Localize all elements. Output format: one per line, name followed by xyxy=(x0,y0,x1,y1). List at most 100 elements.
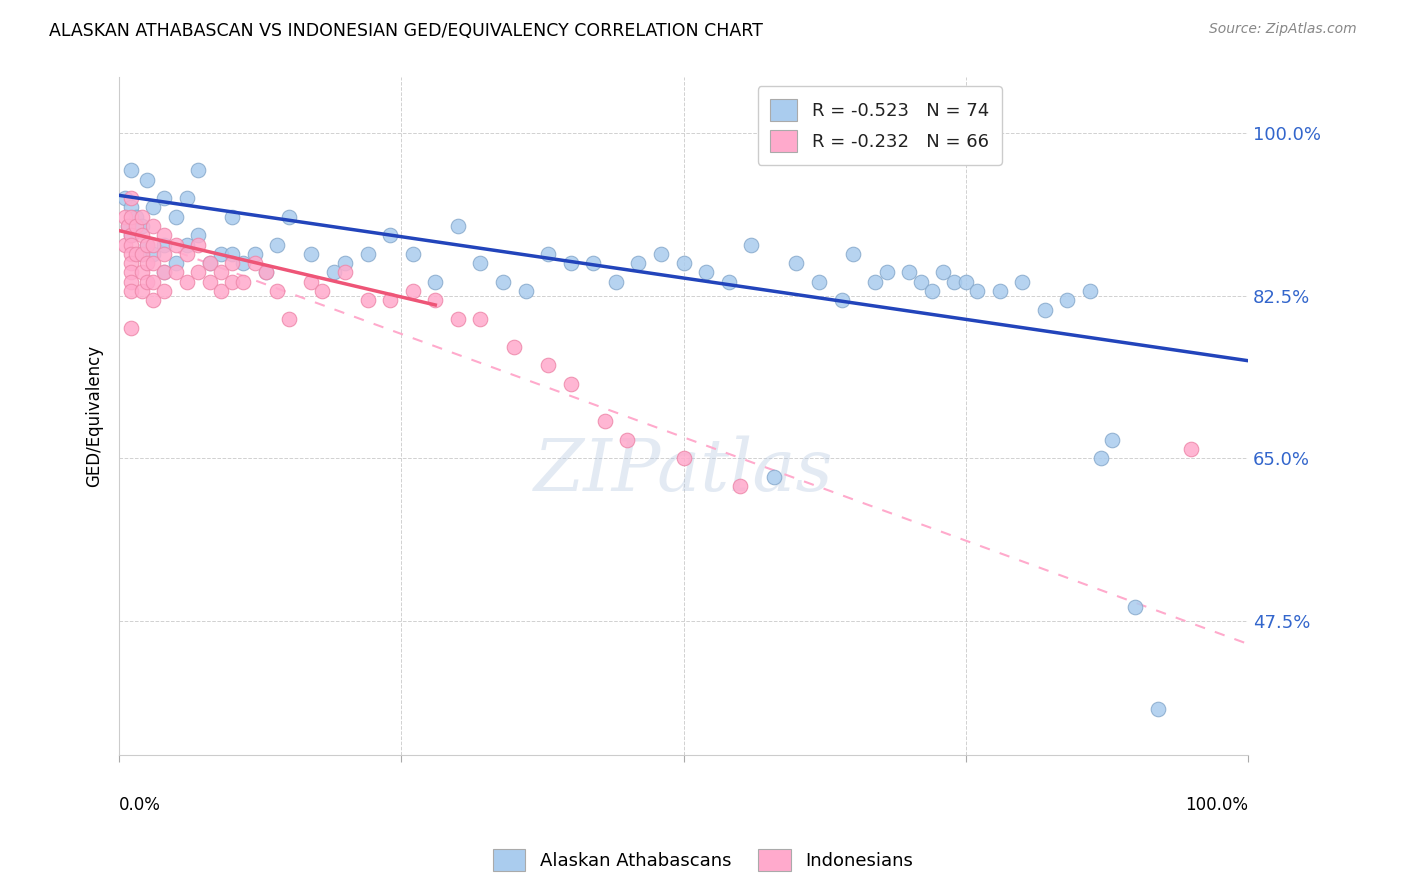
Point xyxy=(176,275,198,289)
Point xyxy=(117,219,139,233)
Point xyxy=(142,247,165,261)
Point xyxy=(254,265,277,279)
Point xyxy=(616,433,638,447)
Point xyxy=(1056,293,1078,308)
Point xyxy=(114,191,136,205)
Point xyxy=(153,265,176,279)
Point xyxy=(131,284,153,298)
Point xyxy=(537,359,560,373)
Point xyxy=(131,228,153,243)
Point xyxy=(176,237,198,252)
Point xyxy=(120,275,142,289)
Point xyxy=(153,228,176,243)
Point xyxy=(232,256,254,270)
Point xyxy=(120,163,142,178)
Point xyxy=(605,275,627,289)
Point xyxy=(232,275,254,289)
Point xyxy=(136,237,159,252)
Text: 0.0%: 0.0% xyxy=(120,796,162,814)
Point xyxy=(593,414,616,428)
Point xyxy=(131,210,153,224)
Point xyxy=(254,265,277,279)
Point xyxy=(299,247,322,261)
Point xyxy=(425,293,447,308)
Point xyxy=(876,265,898,279)
Point xyxy=(136,256,159,270)
Point xyxy=(114,210,136,224)
Point xyxy=(470,311,492,326)
Point xyxy=(120,256,142,270)
Point xyxy=(120,228,142,243)
Point xyxy=(402,284,425,298)
Text: Source: ZipAtlas.com: Source: ZipAtlas.com xyxy=(1209,22,1357,37)
Point xyxy=(277,210,299,224)
Point xyxy=(221,210,243,224)
Point xyxy=(378,293,401,308)
Point xyxy=(378,228,401,243)
Point xyxy=(560,256,582,270)
Point xyxy=(717,275,740,289)
Point xyxy=(322,265,344,279)
Point xyxy=(807,275,830,289)
Point xyxy=(728,479,751,493)
Point xyxy=(131,265,153,279)
Point xyxy=(142,256,165,270)
Point xyxy=(125,247,148,261)
Point xyxy=(955,275,977,289)
Point xyxy=(142,219,165,233)
Point xyxy=(209,247,232,261)
Point xyxy=(785,256,807,270)
Point xyxy=(740,237,762,252)
Point xyxy=(695,265,717,279)
Point xyxy=(277,311,299,326)
Point xyxy=(560,376,582,391)
Point xyxy=(1078,284,1101,298)
Point xyxy=(627,256,650,270)
Point xyxy=(333,265,356,279)
Point xyxy=(1123,599,1146,614)
Point xyxy=(1101,433,1123,447)
Point xyxy=(136,172,159,186)
Point xyxy=(136,237,159,252)
Y-axis label: GED/Equivalency: GED/Equivalency xyxy=(86,345,103,487)
Point xyxy=(142,237,165,252)
Point xyxy=(311,284,333,298)
Point xyxy=(492,275,515,289)
Point xyxy=(198,256,221,270)
Point xyxy=(470,256,492,270)
Point xyxy=(187,265,209,279)
Point xyxy=(1011,275,1033,289)
Point xyxy=(1090,451,1112,466)
Point xyxy=(165,210,187,224)
Point xyxy=(153,237,176,252)
Point xyxy=(221,247,243,261)
Point xyxy=(120,284,142,298)
Point xyxy=(165,256,187,270)
Point xyxy=(243,247,266,261)
Point xyxy=(198,256,221,270)
Point xyxy=(120,321,142,335)
Text: 100.0%: 100.0% xyxy=(1185,796,1249,814)
Point xyxy=(582,256,605,270)
Point xyxy=(299,275,322,289)
Point xyxy=(120,228,142,243)
Point xyxy=(447,311,470,326)
Point xyxy=(131,247,153,261)
Point xyxy=(120,191,142,205)
Point xyxy=(1033,302,1056,317)
Point xyxy=(187,228,209,243)
Point xyxy=(921,284,943,298)
Point xyxy=(120,201,142,215)
Point xyxy=(131,219,153,233)
Point xyxy=(142,293,165,308)
Point xyxy=(209,265,232,279)
Legend: R = -0.523   N = 74, R = -0.232   N = 66: R = -0.523 N = 74, R = -0.232 N = 66 xyxy=(758,87,1002,165)
Point xyxy=(187,237,209,252)
Point xyxy=(243,256,266,270)
Point xyxy=(120,237,142,252)
Point xyxy=(762,469,785,483)
Point xyxy=(266,237,288,252)
Point xyxy=(503,340,526,354)
Point xyxy=(425,275,447,289)
Point xyxy=(165,265,187,279)
